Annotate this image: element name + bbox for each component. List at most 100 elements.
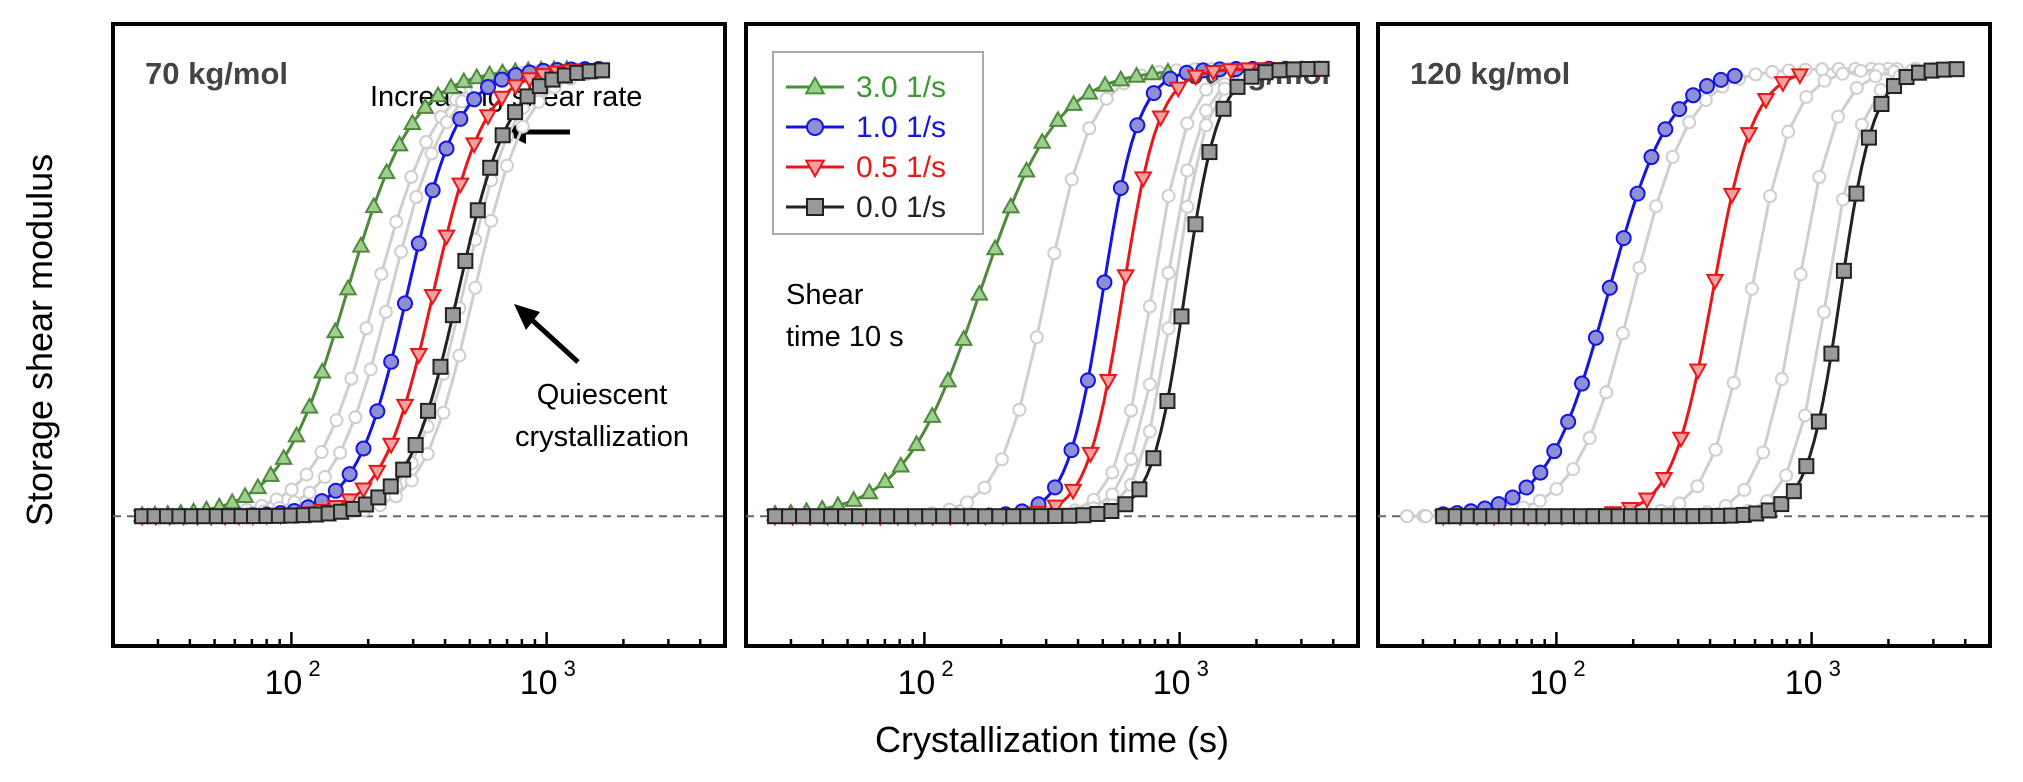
legend-label-0.0: 0.0 1/s — [856, 191, 946, 224]
gray-reference-point — [348, 410, 363, 425]
data-point — [1546, 443, 1563, 460]
data-point — [1785, 483, 1802, 500]
gray-reference-point — [394, 244, 409, 259]
data-point — [1685, 87, 1702, 104]
data-point — [1948, 61, 1965, 78]
gray-reference-point — [1849, 81, 1864, 96]
x-tick-exponent: 3 — [564, 656, 576, 681]
x-tick-label: 10 — [264, 664, 302, 702]
data-point — [423, 289, 443, 306]
data-point — [382, 478, 399, 495]
data-point — [441, 77, 461, 94]
data-point — [985, 238, 1005, 256]
gray-reference-point — [1029, 330, 1044, 345]
data-point — [1739, 127, 1759, 144]
gray-reference-point — [1124, 452, 1139, 467]
data-point — [865, 508, 882, 525]
x-tick-exponent: 3 — [1197, 656, 1209, 681]
data-point — [1032, 132, 1052, 149]
data-point — [420, 402, 437, 419]
data-point — [907, 434, 926, 452]
data-point — [1117, 496, 1134, 513]
data-point — [437, 229, 456, 247]
x-tick-exponent: 2 — [941, 656, 953, 681]
data-point — [1063, 442, 1080, 459]
data-point — [1063, 483, 1083, 501]
data-point — [355, 440, 372, 457]
gray-reference-point — [344, 371, 359, 386]
data-point — [1532, 464, 1549, 481]
gray-reference-point — [314, 445, 329, 460]
data-point — [381, 437, 401, 455]
data-point — [482, 159, 499, 176]
data-point — [1017, 160, 1036, 178]
gray-reference-point — [359, 321, 374, 336]
data-point — [1131, 481, 1148, 498]
data-point — [494, 127, 511, 144]
data-point — [963, 508, 980, 525]
gray-reference-point — [1815, 62, 1830, 77]
data-point — [1145, 85, 1162, 102]
gray-reference-point — [439, 115, 454, 130]
data-point — [354, 482, 373, 500]
gray-reference-point — [1812, 170, 1827, 185]
data-point — [1046, 499, 1065, 517]
data-point — [1574, 375, 1591, 392]
data-point — [1019, 508, 1036, 525]
gray-reference-point — [1599, 385, 1614, 400]
data-point — [1637, 492, 1657, 510]
data-point — [1203, 64, 1223, 82]
shear-label: Shear — [786, 279, 864, 311]
gray-reference-line — [1407, 67, 1934, 518]
data-point — [1773, 76, 1793, 93]
gray-reference-point — [1532, 493, 1547, 508]
data-point — [409, 347, 429, 365]
data-point — [1089, 505, 1106, 522]
data-point — [467, 67, 487, 85]
gray-reference-point — [1665, 149, 1680, 164]
data-point — [921, 508, 938, 525]
gray-reference-point — [378, 304, 393, 319]
data-point — [452, 110, 469, 127]
data-point — [1726, 67, 1743, 84]
data-point — [1798, 458, 1815, 475]
data-point — [1098, 373, 1118, 391]
gray-reference-point — [1615, 326, 1630, 341]
gray-reference-point — [1873, 82, 1888, 97]
data-point — [327, 482, 344, 499]
gray-reference-point — [515, 119, 530, 134]
data-point — [837, 508, 854, 525]
data-point — [396, 295, 413, 312]
panel-frame — [111, 22, 727, 648]
gray-reference-point — [1737, 482, 1752, 497]
data-point — [450, 177, 470, 195]
gray-reference-point — [389, 214, 404, 229]
data-point — [1116, 269, 1136, 286]
data-point — [364, 196, 384, 214]
data-point — [1142, 63, 1162, 81]
crystallization-label: crystallization — [515, 421, 689, 453]
data-point — [478, 109, 498, 126]
data-point — [341, 466, 358, 483]
gray-reference-point — [1180, 116, 1195, 131]
data-point — [222, 492, 242, 510]
data-point — [1756, 92, 1776, 110]
panel-title: 120 kg/mol — [1410, 56, 1570, 91]
data-point — [1699, 77, 1716, 94]
data-point — [954, 329, 974, 346]
data-point — [410, 235, 427, 252]
data-point — [1835, 262, 1852, 279]
gray-reference-point — [1853, 63, 1868, 78]
gray-reference-point — [1708, 442, 1723, 457]
data-point — [469, 202, 486, 219]
data-point — [235, 486, 255, 503]
data-point — [1860, 129, 1877, 146]
data-point — [464, 137, 484, 155]
data-point — [809, 508, 826, 525]
series-line-0.0-1-s — [1443, 67, 1957, 518]
panel-title: 70 kg/mol — [145, 56, 288, 91]
data-point — [875, 471, 895, 489]
data-point — [1657, 121, 1674, 138]
data-point — [1187, 216, 1204, 233]
